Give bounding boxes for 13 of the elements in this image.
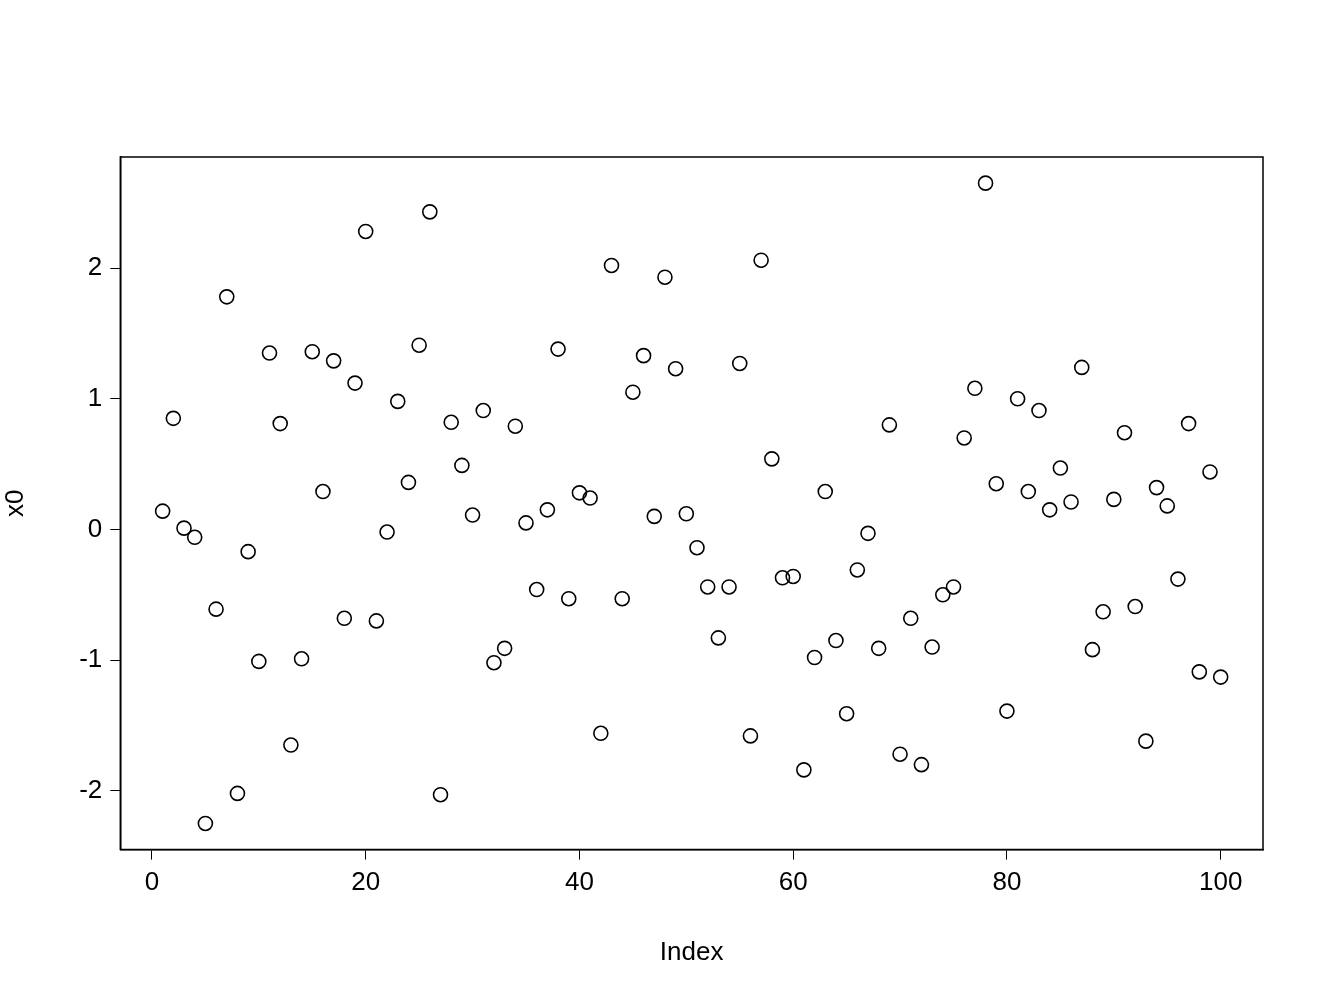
y-tick-label: -1 — [79, 643, 103, 674]
x-axis-title: Index — [659, 935, 724, 966]
y-tick-label: 1 — [87, 381, 103, 412]
x-tick-label: 100 — [1198, 866, 1243, 897]
x-tick-label: 20 — [351, 866, 381, 897]
x-tick-label: 40 — [564, 866, 594, 897]
x-tick-label: 80 — [992, 866, 1022, 897]
y-tick-label: 2 — [87, 251, 103, 282]
y-tick-label: 0 — [87, 512, 103, 543]
x-tick-label: 0 — [144, 866, 160, 897]
y-axis-title: x0 — [0, 489, 29, 518]
x-tick-label: 60 — [778, 866, 808, 897]
y-tick-label: -2 — [79, 773, 103, 804]
